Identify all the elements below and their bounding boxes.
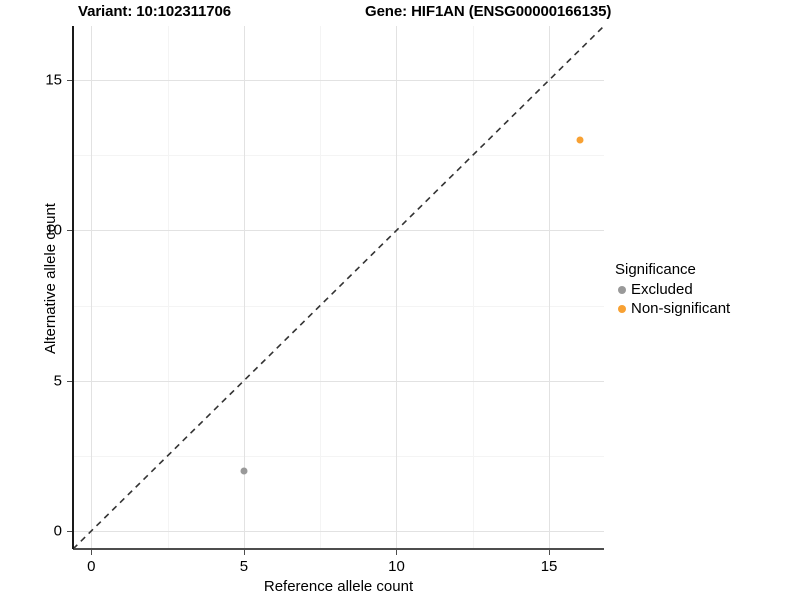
- gridline-h-15: [73, 80, 604, 82]
- facet-title-row: Variant: 10:102311706 Gene: HIF1AN (ENSG…: [0, 0, 800, 26]
- y-tick-label-10: 10: [45, 221, 62, 239]
- gridline-v-0: [91, 26, 93, 549]
- gridline-v-15: [549, 26, 551, 549]
- gridline-v-7.5: [320, 26, 322, 549]
- gridline-v-5: [243, 26, 245, 549]
- legend-title: Significance: [615, 261, 696, 278]
- gridline-v-2.5: [167, 26, 169, 549]
- legend-item-excluded[interactable]: Excluded: [615, 280, 795, 299]
- y-tick-label-0: 0: [53, 522, 62, 540]
- x-tick-0: [91, 550, 93, 555]
- gridline-h-10: [73, 230, 604, 232]
- legend: Significance Excluded Non-significant: [615, 260, 795, 318]
- y-tick-0: [67, 530, 72, 532]
- y-tick-label-15: 15: [45, 71, 62, 89]
- data-point-excluded: [240, 467, 248, 475]
- legend-dot-icon: [615, 299, 631, 318]
- gridline-v-12.5: [472, 26, 474, 549]
- x-tick-label-0: 0: [87, 558, 96, 575]
- legend-label: Non-significant: [631, 300, 731, 317]
- diagonal-reference-line: [73, 26, 604, 549]
- x-axis-title: Reference allele count: [263, 578, 414, 595]
- x-axis-line: [73, 548, 604, 550]
- x-tick-5: [243, 550, 245, 555]
- data-point-non-significant: [576, 136, 584, 144]
- y-tick-label-5: 5: [53, 372, 62, 390]
- gridline-v-10: [396, 26, 398, 549]
- legend-item-non-significant[interactable]: Non-significant: [615, 299, 795, 318]
- x-tick-label-15: 15: [540, 558, 558, 575]
- y-axis-line: [72, 26, 74, 549]
- plot-panel: [73, 26, 604, 549]
- y-tick-15: [67, 80, 72, 82]
- variant-title: Variant: 10:102311706: [78, 3, 232, 20]
- gridline-h-12.5: [73, 155, 604, 157]
- gridline-h-0: [73, 530, 604, 532]
- y-tick-10: [67, 230, 72, 232]
- legend-dot-icon: [615, 280, 631, 299]
- gridline-h-5: [73, 380, 604, 382]
- x-tick-label-10: 10: [388, 558, 405, 575]
- gridline-h-7.5: [73, 305, 604, 307]
- legend-items: Excluded Non-significant: [615, 280, 795, 318]
- gene-title: Gene: HIF1AN (ENSG00000166135): [365, 3, 612, 20]
- x-tick-15: [549, 550, 551, 555]
- legend-label: Excluded: [631, 281, 693, 298]
- gridline-h-2.5: [73, 455, 604, 457]
- x-tick-10: [396, 550, 398, 555]
- y-axis-title: Alternative allele count: [42, 203, 59, 354]
- x-tick-label-5: 5: [239, 558, 249, 575]
- y-tick-5: [67, 380, 72, 382]
